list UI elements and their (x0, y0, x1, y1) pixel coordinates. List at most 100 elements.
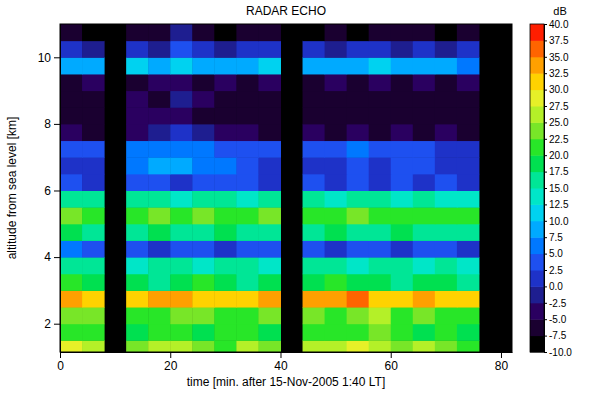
heatmap-cell (82, 57, 105, 74)
heatmap-cell (435, 124, 458, 141)
heatmap-cell (214, 207, 237, 224)
heatmap-cell (347, 224, 370, 241)
colorbar-step (530, 122, 544, 139)
colorbar-step (530, 57, 544, 74)
heatmap-cell (192, 107, 215, 124)
heatmap-cell (236, 41, 259, 58)
heatmap-cell (82, 190, 105, 207)
heatmap-cell (148, 41, 171, 58)
heatmap-cell (391, 124, 414, 141)
heatmap-cell (126, 340, 149, 352)
cells (60, 24, 479, 352)
colorbar-step (530, 254, 544, 271)
heatmap-cell (126, 157, 149, 174)
heatmap-cell (126, 74, 149, 91)
heatmap-cell (413, 41, 436, 58)
heatmap-cell (148, 274, 171, 291)
heatmap-cell (413, 24, 436, 41)
heatmap-cell (391, 74, 414, 91)
x-axis-title: time [min. after 15-Nov-2005 1:40 LT] (187, 375, 386, 389)
tick: 2.5 (544, 265, 563, 276)
heatmap-cell (236, 57, 259, 74)
heatmap-cell (170, 141, 193, 158)
heatmap-cell (369, 257, 392, 274)
heatmap-cell (347, 74, 370, 91)
heatmap-cell (303, 340, 326, 352)
heatmap-cell (391, 274, 414, 291)
heatmap-cell (391, 41, 414, 58)
chart-title: RADAR ECHO (246, 4, 326, 18)
heatmap-cell (170, 157, 193, 174)
heatmap-cell (236, 257, 259, 274)
tick: 15.0 (544, 183, 569, 194)
heatmap-cell (457, 324, 480, 341)
tick-label: 37.5 (549, 35, 569, 46)
heatmap-cell (60, 74, 83, 91)
heatmap-cell (435, 257, 458, 274)
heatmap-cell (214, 41, 237, 58)
heatmap-cell (170, 91, 193, 108)
heatmap-cell (60, 290, 83, 307)
tick: 30.0 (544, 84, 569, 95)
tick: 7.5 (544, 232, 563, 243)
heatmap-cell (457, 174, 480, 191)
heatmap-cell (457, 290, 480, 307)
tick: 32.5 (544, 68, 569, 79)
heatmap-cell (214, 240, 237, 257)
heatmap-cell (347, 274, 370, 291)
heatmap-cell (347, 257, 370, 274)
heatmap-cell (82, 107, 105, 124)
heatmap-cell (347, 107, 370, 124)
heatmap-cell (126, 91, 149, 108)
heatmap-cell (60, 91, 83, 108)
heatmap-cell (192, 157, 215, 174)
colorbar-step (530, 303, 544, 320)
heatmap-cell (303, 307, 326, 324)
heatmap-cell (303, 57, 326, 74)
heatmap-cell (192, 224, 215, 241)
heatmap-cell (258, 274, 281, 291)
tick-mark (544, 286, 547, 287)
heatmap-cell (126, 57, 149, 74)
heatmap-cell (60, 190, 83, 207)
heatmap-cell (391, 324, 414, 341)
heatmap-cell (60, 324, 83, 341)
heatmap-cell (82, 74, 105, 91)
heatmap-cell (369, 107, 392, 124)
heatmap-cell (236, 324, 259, 341)
heatmap-cell (325, 240, 348, 257)
colorbar-step (530, 319, 544, 336)
heatmap-cell (369, 24, 392, 41)
heatmap-cell (126, 174, 149, 191)
heatmap-cell (457, 224, 480, 241)
heatmap-cell (325, 274, 348, 291)
heatmap-cell (170, 324, 193, 341)
heatmap-cell (303, 240, 326, 257)
tick: -2.5 (544, 298, 567, 309)
tick-label: 22.5 (549, 134, 569, 145)
heatmap-cell (126, 274, 149, 291)
heatmap-cell (236, 207, 259, 224)
heatmap-cell (170, 257, 193, 274)
heatmap-cell (214, 224, 237, 241)
heatmap-cell (236, 74, 259, 91)
heatmap-cell (192, 190, 215, 207)
heatmap-cell (369, 41, 392, 58)
tick-mark (54, 57, 60, 58)
heatmap-cell (214, 107, 237, 124)
heatmap-cell (413, 240, 436, 257)
heatmap-cell (413, 107, 436, 124)
tick: 40 (274, 352, 288, 373)
tick-mark (544, 221, 547, 222)
heatmap-cell (60, 174, 83, 191)
tick: 40.0 (544, 19, 569, 30)
tick-mark (544, 303, 547, 304)
heatmap-cell (236, 290, 259, 307)
tick-label: 10 (38, 51, 52, 65)
heatmap-cell (82, 141, 105, 158)
tick: 0.0 (544, 281, 563, 292)
tick: 22.5 (544, 134, 569, 145)
heatmap-cell (391, 141, 414, 158)
heatmap-cell (126, 307, 149, 324)
heatmap-cell (413, 190, 436, 207)
